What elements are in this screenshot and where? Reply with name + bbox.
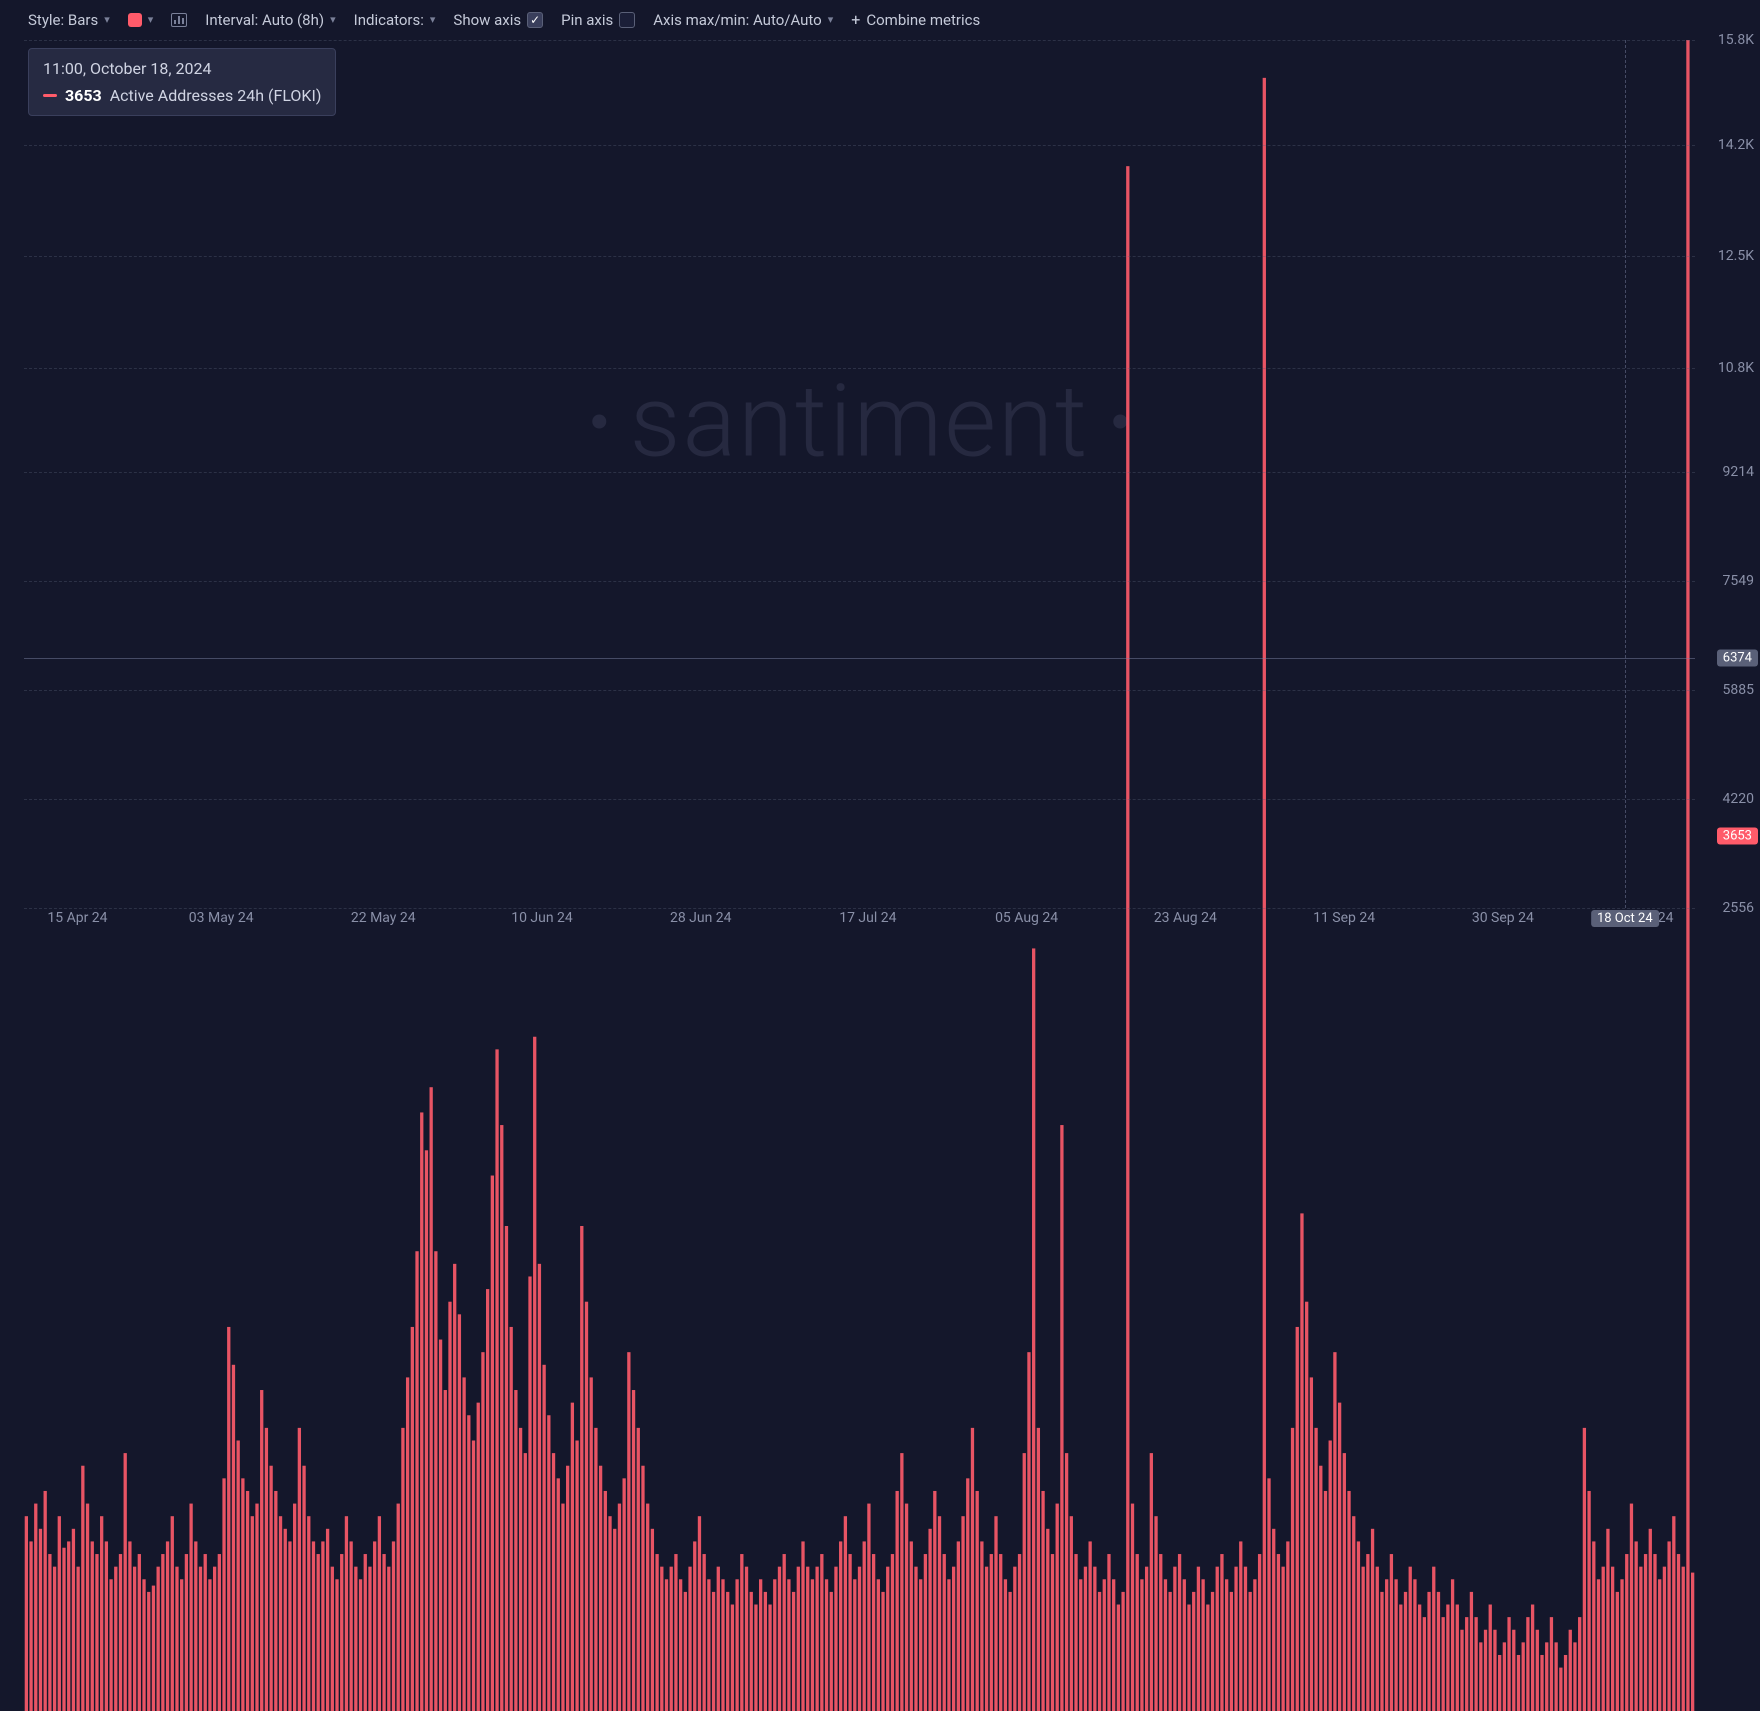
gridline xyxy=(24,40,1695,41)
x-tick-label: 03 May 24 xyxy=(189,910,254,926)
combine-metrics-button[interactable]: + Combine metrics xyxy=(851,10,980,29)
indicators-label: Indicators: xyxy=(354,11,424,29)
checkbox-checked-icon: ✓ xyxy=(527,12,543,28)
checkbox-icon xyxy=(619,12,635,28)
show-axis-label: Show axis xyxy=(453,11,521,29)
y-current-badge: 3653 xyxy=(1717,828,1758,845)
gridline xyxy=(24,908,1695,909)
axis-minmax-selector[interactable]: Axis max/min: Auto/Auto ▾ xyxy=(653,11,833,29)
x-axis: 15 Apr 24 03 May 24 22 May 24 10 Jun 24 28 J… xyxy=(24,910,1695,932)
gridline xyxy=(24,690,1695,691)
indicators-selector[interactable]: Indicators: ▾ xyxy=(354,11,436,29)
y-axis: 15.8K14.2K12.5K10.8K92147549588542202556… xyxy=(1698,40,1760,908)
interval-label: Interval: Auto (8h) xyxy=(205,11,324,29)
plus-icon: + xyxy=(851,10,860,29)
tooltip-value: 3653 xyxy=(65,86,102,105)
x-tick-label: 30 Sep 24 xyxy=(1472,910,1534,926)
style-label: Style: Bars xyxy=(28,11,98,29)
axis-minmax-label: Axis max/min: Auto/Auto xyxy=(653,11,822,29)
bars-icon-button[interactable] xyxy=(171,13,187,27)
x-tick-label: 11 Sep 24 xyxy=(1313,910,1375,926)
y-cursor-badge: 6374 xyxy=(1717,649,1758,666)
y-tick-label: 7549 xyxy=(1723,573,1754,589)
gridline xyxy=(24,368,1695,369)
gridline xyxy=(24,145,1695,146)
gridline xyxy=(24,256,1695,257)
interval-selector[interactable]: Interval: Auto (8h) ▾ xyxy=(205,11,335,29)
x-cursor-badge: 18 Oct 24 xyxy=(1591,910,1659,927)
combine-label: Combine metrics xyxy=(866,11,980,29)
chart-plot-area[interactable]: santiment xyxy=(24,40,1695,908)
chevron-down-icon: ▾ xyxy=(148,13,154,26)
y-tick-label: 9214 xyxy=(1723,464,1754,480)
pin-axis-label: Pin axis xyxy=(561,11,613,29)
x-tick-label: 28 Jun 24 xyxy=(670,910,732,926)
gridline xyxy=(24,581,1695,582)
tooltip-metric: Active Addresses 24h (FLOKI) xyxy=(110,86,322,105)
cursor-v-line xyxy=(1625,40,1626,908)
x-tick-label: 23 Aug 24 xyxy=(1154,910,1217,926)
toolbar: Style: Bars ▾ ▾ Interval: Auto (8h) ▾ In… xyxy=(0,0,1760,39)
y-tick-label: 10.8K xyxy=(1718,360,1754,376)
chevron-down-icon: ▾ xyxy=(828,13,834,26)
cursor-h-line xyxy=(24,658,1695,659)
bars-icon xyxy=(171,13,187,27)
bars-svg xyxy=(24,40,1695,1711)
show-axis-toggle[interactable]: Show axis ✓ xyxy=(453,11,543,29)
y-tick-label: 4220 xyxy=(1723,791,1754,807)
chevron-down-icon: ▾ xyxy=(104,13,110,26)
pin-axis-toggle[interactable]: Pin axis xyxy=(561,11,635,29)
style-selector[interactable]: Style: Bars ▾ xyxy=(28,11,110,29)
y-tick-label: 12.5K xyxy=(1718,248,1754,264)
y-tick-label: 15.8K xyxy=(1718,32,1754,48)
chevron-down-icon: ▾ xyxy=(330,13,336,26)
gridline xyxy=(24,799,1695,800)
chevron-down-icon: ▾ xyxy=(430,13,436,26)
y-tick-label: 2556 xyxy=(1723,900,1754,916)
chart-tooltip: 11:00, October 18, 2024 3653 Active Addr… xyxy=(28,48,336,116)
x-tick-label: 17 Jul 24 xyxy=(839,910,896,926)
series-dash-icon xyxy=(43,94,57,97)
x-tick-label: 22 May 24 xyxy=(351,910,416,926)
y-tick-label: 14.2K xyxy=(1718,137,1754,153)
y-tick-label: 5885 xyxy=(1723,682,1754,698)
gridline xyxy=(24,472,1695,473)
tooltip-timestamp: 11:00, October 18, 2024 xyxy=(43,59,321,78)
x-tick-label: 05 Aug 24 xyxy=(995,910,1058,926)
x-tick-label: 10 Jun 24 xyxy=(511,910,573,926)
series-color-selector[interactable]: ▾ xyxy=(128,13,154,27)
x-tick-label: 15 Apr 24 xyxy=(47,910,107,926)
color-swatch xyxy=(128,13,142,27)
